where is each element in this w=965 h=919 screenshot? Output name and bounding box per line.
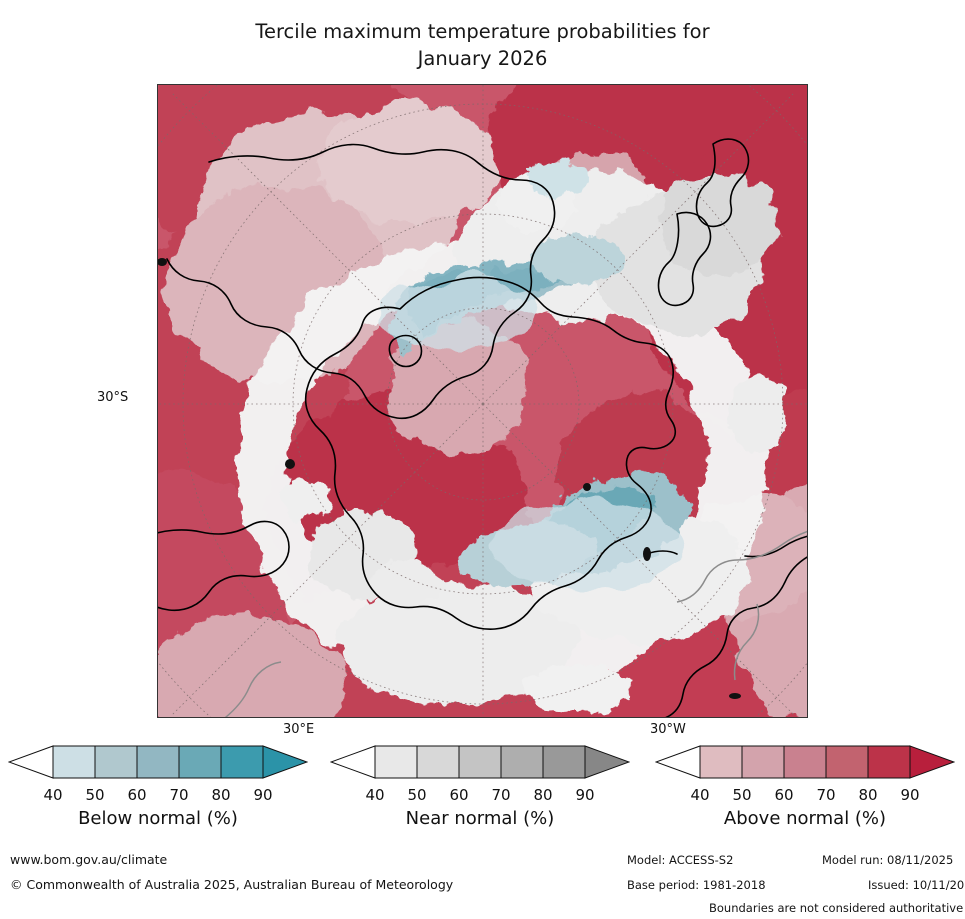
colorbar-segment — [374, 745, 418, 779]
colorbar-above-normal-caption: Above normal (%) — [723, 808, 887, 829]
colorbar-tick-label: 60 — [127, 786, 147, 804]
colorbar-segment — [542, 745, 586, 779]
colorbar-tick-label: 50 — [732, 786, 752, 804]
colorbar-segment — [220, 745, 264, 779]
footer-disclaimer: Boundaries are not considered authoritat… — [709, 901, 964, 915]
colorbar-segment — [136, 745, 180, 779]
colorbar-tick-label: 50 — [85, 786, 105, 804]
colorbar-tick-label: 80 — [533, 786, 553, 804]
colorbar-tick-label: 60 — [774, 786, 794, 804]
colorbar-tick-label: 40 — [690, 786, 710, 804]
colorbar-segment — [178, 745, 222, 779]
colorbar-near-normal-caption: Near normal (%) — [405, 808, 555, 829]
longitude-label-30e: 30°E — [283, 722, 315, 737]
colorbar-below-normal-ticks: 40 50 60 70 80 90 — [8, 786, 308, 806]
colorbar-tick-label: 90 — [900, 786, 920, 804]
footer-model: Model: ACCESS-S2 — [627, 853, 734, 867]
colorbar-segment — [741, 745, 785, 779]
colorbar-over-arrow — [909, 745, 955, 779]
probability-map — [157, 84, 808, 718]
colorbar-tick-label: 70 — [169, 786, 189, 804]
colorbar-segment — [825, 745, 869, 779]
colorbar-above-normal-swatches — [655, 745, 955, 779]
graticule — [157, 84, 808, 718]
page-title-line-1: Tercile maximum temperature probabilitie… — [255, 20, 710, 43]
colorbar-tick-label: 50 — [407, 786, 427, 804]
page-title: Tercile maximum temperature probabilitie… — [0, 18, 965, 72]
colorbar-segment — [52, 745, 96, 779]
colorbar-above-normal-ticks: 40 50 60 70 80 90 — [655, 786, 955, 806]
country-borders — [223, 530, 808, 718]
colorbar-segment — [699, 745, 743, 779]
colorbar-under-arrow — [330, 745, 376, 779]
colorbar-under-arrow — [8, 745, 54, 779]
map-canvas — [157, 84, 808, 718]
colorbar-tick-label: 40 — [43, 786, 63, 804]
colorbar-near-normal-swatches — [330, 745, 630, 779]
page-title-line-2: January 2026 — [417, 47, 548, 70]
colorbar-segment — [94, 745, 138, 779]
near-normal-speckle — [281, 176, 787, 714]
colorbar-tick-label: 70 — [816, 786, 836, 804]
latitude-label-30s: 30°S — [97, 390, 129, 405]
footer-model-run: Model run: 08/11/2025 — [822, 853, 954, 867]
colorbar-segment — [783, 745, 827, 779]
footer-website-url[interactable]: www.bom.gov.au/climate — [10, 852, 168, 867]
colorbar-tick-label: 80 — [858, 786, 878, 804]
islands — [157, 258, 741, 699]
colorbar-segment — [458, 745, 502, 779]
footer-base-period: Base period: 1981-2018 — [627, 878, 766, 892]
footer-copyright: © Commonwealth of Australia 2025, Austra… — [10, 877, 454, 892]
colorbar-tick-label: 60 — [449, 786, 469, 804]
colorbar-near-normal: 40 50 60 70 80 90 Near normal (%) — [330, 744, 630, 836]
colorbar-below-normal-swatches — [8, 745, 308, 779]
coastlines — [157, 138, 808, 718]
longitude-label-30w: 30°W — [650, 722, 686, 737]
colorbar-tick-label: 70 — [491, 786, 511, 804]
footer-issued-date: Issued: 10/11/2025 — [868, 878, 965, 892]
colorbar-segment — [416, 745, 460, 779]
colorbar-segment — [867, 745, 911, 779]
colorbar-tick-label: 90 — [253, 786, 273, 804]
colorbar-segment — [500, 745, 544, 779]
colorbar-tick-label: 90 — [575, 786, 595, 804]
colorbar-above-normal: 40 50 60 70 80 90 Above normal (%) — [655, 744, 955, 836]
colorbar-near-normal-ticks: 40 50 60 70 80 90 — [330, 786, 630, 806]
colorbar-tick-label: 40 — [365, 786, 385, 804]
colorbar-tick-label: 80 — [211, 786, 231, 804]
colorbar-over-arrow — [584, 745, 630, 779]
colorbar-under-arrow — [655, 745, 701, 779]
map-raster-layer — [157, 84, 808, 718]
colorbar-over-arrow — [262, 745, 308, 779]
colorbar-below-normal: 40 50 60 70 80 90 Below normal (%) — [8, 744, 308, 836]
colorbar-below-normal-caption: Below normal (%) — [78, 808, 238, 829]
